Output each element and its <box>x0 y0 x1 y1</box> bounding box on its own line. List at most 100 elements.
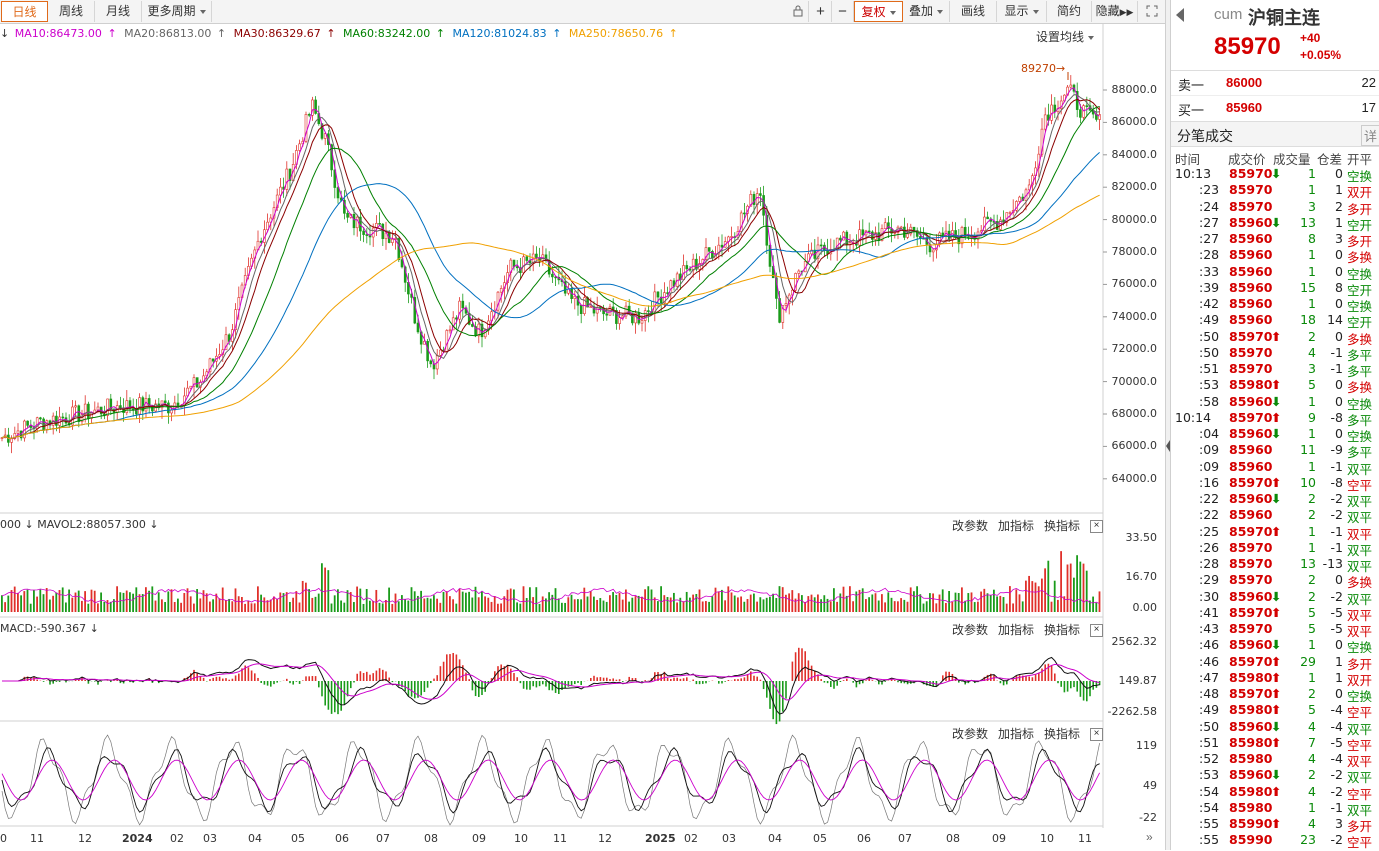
trade-oi-change: 0 <box>1335 377 1343 393</box>
trade-type: 双平 <box>1347 624 1373 639</box>
trade-type: 多开 <box>1347 656 1373 672</box>
trade-oi-change: -2 <box>1330 832 1343 848</box>
trade-price: 85970 <box>1229 166 1273 181</box>
kdj-pane-buttons: 改参数 加指标 换指标 × <box>942 725 1104 742</box>
collapse-arrow-icon[interactable] <box>1166 440 1170 452</box>
trades-detail-button[interactable]: 详 <box>1361 125 1379 146</box>
volume-bar <box>273 596 275 612</box>
trade-volume: 1 <box>1308 166 1316 181</box>
tab-weekly[interactable]: 周线 <box>48 1 95 22</box>
prev-contract-icon[interactable] <box>1176 8 1184 22</box>
volume-bar <box>1063 596 1066 612</box>
trade-type: 空换 <box>1347 169 1373 184</box>
candle-body <box>589 306 593 308</box>
trades-header-bar: 分笔成交 详 <box>1171 121 1379 147</box>
hide-button[interactable]: 隐藏▶▶ <box>1092 1 1138 22</box>
scrollbar[interactable] <box>1371 780 1379 781</box>
trade-row: :30 85960 ⬇ 2 -2 双平 <box>1171 588 1379 607</box>
edit-params-button[interactable]: 改参数 <box>952 519 989 533</box>
volume-bar <box>295 591 298 612</box>
chevron-down-icon <box>1088 35 1095 40</box>
trade-volume: 9 <box>1308 409 1316 425</box>
volume-pane-title: 000 ↓ MAVOL2:88057.300 ↓ <box>0 518 159 531</box>
trade-type: 空开 <box>1347 217 1373 233</box>
col-time: 时间 <box>1175 152 1201 167</box>
trade-type: 空平 <box>1347 835 1373 851</box>
add-indicator-button[interactable]: 加指标 <box>998 623 1035 637</box>
close-icon[interactable]: × <box>1090 728 1104 742</box>
volume-bar <box>1018 594 1021 612</box>
trade-time: :39 <box>1199 279 1220 295</box>
scroll-right-icon[interactable]: » <box>1146 830 1153 844</box>
trade-price: 85960 <box>1229 393 1273 409</box>
quote-panel: cum 沪铜主连 85970 +40 +0.05% 卖一 86000 22 买一… <box>1171 0 1379 850</box>
candle-body <box>218 354 221 357</box>
trade-row: :29 85970 2 0 多换 <box>1171 572 1379 590</box>
trade-row: :39 85960 15 8 空开 <box>1171 279 1379 298</box>
panel-splitter[interactable] <box>1165 0 1171 850</box>
zoom-in-icon[interactable]: + <box>810 1 832 22</box>
volume-bar <box>644 589 646 612</box>
volume-bar <box>151 586 154 612</box>
lock-icon[interactable] <box>787 1 809 22</box>
trade-volume: 23 <box>1300 832 1316 848</box>
trade-oi-change: -4 <box>1330 751 1343 766</box>
volume-bar <box>1012 603 1014 612</box>
volume-bar <box>996 596 998 612</box>
candle-body <box>1008 212 1012 214</box>
trade-time: :33 <box>1199 263 1220 279</box>
volume-bar <box>343 602 346 612</box>
candle-body <box>26 420 29 426</box>
candle-body <box>915 230 919 237</box>
tab-monthly[interactable]: 月线 <box>95 1 142 22</box>
ma10-value: MA10:86473.00 <box>14 27 102 40</box>
switch-indicator-button[interactable]: 换指标 <box>1044 623 1081 637</box>
candle-body <box>525 256 529 261</box>
more-periods-dropdown[interactable]: 更多周期 <box>142 1 212 22</box>
candle-body <box>717 244 721 255</box>
display-dropdown[interactable]: 显示 <box>997 1 1047 22</box>
switch-indicator-button[interactable]: 换指标 <box>1044 727 1081 741</box>
volume-bar <box>897 601 899 612</box>
trade-type: 双平 <box>1347 461 1373 477</box>
close-icon[interactable]: × <box>1090 624 1104 638</box>
edit-params-button[interactable]: 改参数 <box>952 623 989 637</box>
trade-row: :16 85970 ⬆ 10 -8 空平 <box>1171 475 1379 493</box>
fullscreen-icon[interactable] <box>1141 1 1163 22</box>
ma-settings-button[interactable]: 设置均线 <box>1036 28 1095 45</box>
volume-bar <box>241 597 243 612</box>
volume-bar <box>509 588 512 612</box>
trade-row: :23 85970 1 1 双开 <box>1171 182 1379 200</box>
volume-bar <box>801 595 803 612</box>
volume-bar <box>983 588 986 612</box>
candlestick-chart[interactable] <box>0 0 1165 850</box>
ma30-value: MA30:86329.67 <box>233 27 321 40</box>
adjust-rights-dropdown[interactable]: 复权 <box>854 1 903 22</box>
volume-bar <box>481 591 483 612</box>
draw-lines-button[interactable]: 画线 <box>950 1 997 22</box>
trade-price: 85960 <box>1229 718 1273 734</box>
trade-type: 双平 <box>1347 542 1373 558</box>
switch-indicator-button[interactable]: 换指标 <box>1044 519 1081 533</box>
zoom-out-icon[interactable]: − <box>832 1 854 22</box>
add-indicator-button[interactable]: 加指标 <box>998 727 1035 741</box>
trade-price: 85980 <box>1229 377 1273 393</box>
volume-bar <box>65 602 67 612</box>
volume-bar <box>257 586 259 612</box>
trade-oi-change: -1 <box>1330 539 1343 555</box>
volume-bar <box>426 597 429 612</box>
trade-volume: 2 <box>1308 588 1316 604</box>
kdj-d-line <box>1 759 1101 801</box>
add-indicator-button[interactable]: 加指标 <box>998 519 1035 533</box>
double-arrow-right-icon: ▶▶ <box>1119 7 1134 17</box>
candle-body <box>765 214 769 246</box>
trade-price: 85960 <box>1229 491 1273 506</box>
simple-button[interactable]: 简约 <box>1047 1 1092 22</box>
volume-bar <box>164 602 166 612</box>
close-icon[interactable]: × <box>1090 520 1104 534</box>
candle-body <box>16 430 20 434</box>
overlay-dropdown[interactable]: 叠加 <box>903 1 950 22</box>
trade-price: 85970 <box>1229 328 1273 344</box>
edit-params-button[interactable]: 改参数 <box>952 727 989 741</box>
tab-daily[interactable]: 日线 <box>1 1 48 22</box>
